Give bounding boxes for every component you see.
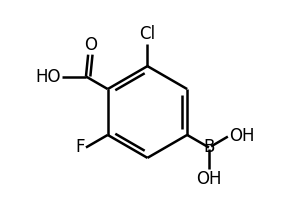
Text: B: B — [203, 138, 215, 157]
Text: Cl: Cl — [140, 25, 156, 43]
Text: OH: OH — [229, 127, 254, 145]
Text: O: O — [84, 36, 97, 54]
Text: F: F — [75, 138, 85, 157]
Text: HO: HO — [35, 67, 61, 86]
Text: OH: OH — [196, 170, 222, 188]
